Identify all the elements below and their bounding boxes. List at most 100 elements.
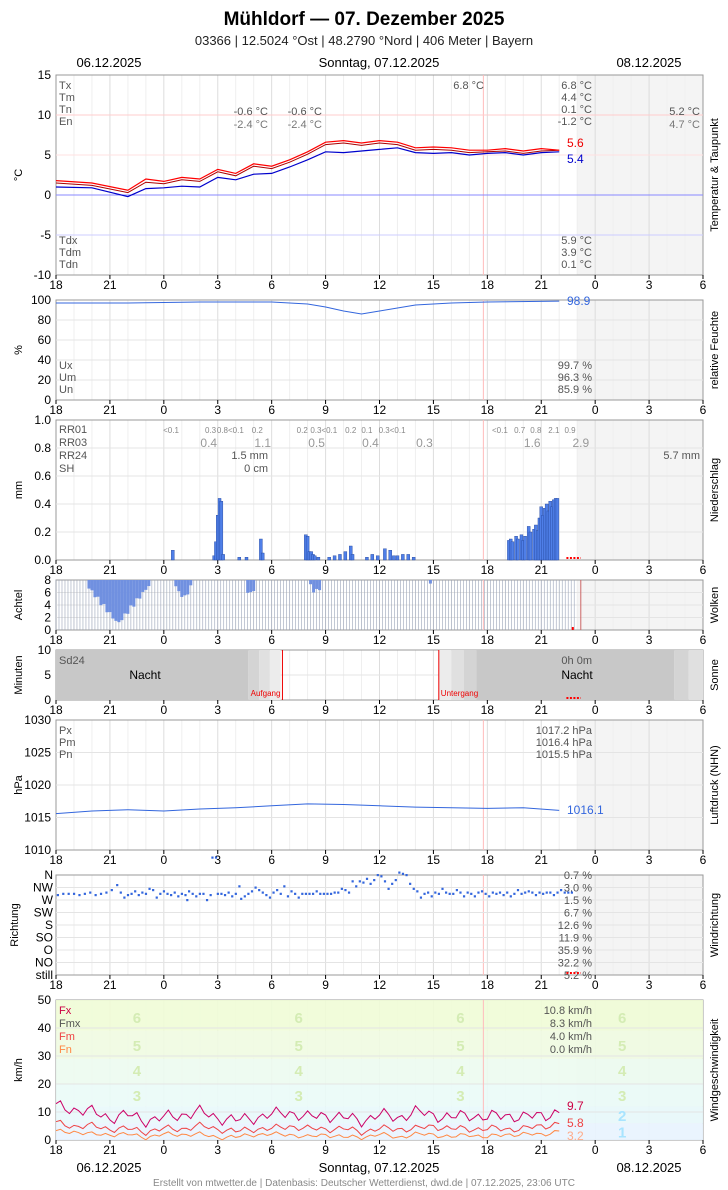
- stat-value: 1016.4 hPa: [536, 737, 593, 749]
- direction-point: [119, 891, 122, 894]
- y-tick-label: 20: [38, 1077, 52, 1091]
- date-center-bottom: Sonntag, 07.12.2025: [319, 1160, 440, 1175]
- series-tx: [55, 139, 560, 191]
- x-tick-label: 0: [160, 563, 167, 577]
- direction-point: [247, 892, 250, 895]
- direction-point: [473, 895, 476, 898]
- direction-point: [234, 892, 237, 895]
- stat-value: 99.7 %: [558, 360, 592, 372]
- rr01-label: 0.3: [205, 426, 217, 435]
- direction-point: [279, 892, 282, 895]
- stat-label: Tx: [59, 80, 72, 92]
- y-tick-label: 30: [38, 1049, 52, 1063]
- beaufort-label: 5: [618, 1038, 626, 1055]
- direction-point: [286, 895, 290, 898]
- stat-value: 1015.5 hPa: [536, 749, 593, 761]
- x-tick-label: 6: [268, 853, 275, 867]
- direction-point: [495, 892, 498, 895]
- direction-point: [459, 891, 462, 894]
- direction-point: [134, 890, 137, 893]
- x-tick-label: 0: [592, 278, 599, 292]
- stat-value: 85.9 %: [558, 384, 592, 396]
- precip-bar: [365, 557, 369, 561]
- cloud-bar: [183, 580, 187, 596]
- direction-point: [177, 895, 180, 898]
- direction-point: [542, 892, 545, 895]
- direction-point: [337, 891, 340, 894]
- direction-point: [220, 892, 223, 895]
- beaufort-label: 3: [294, 1088, 302, 1105]
- direction-point: [383, 880, 387, 883]
- y-tick-label: 80: [38, 313, 52, 327]
- beaufort-label: 3: [618, 1088, 626, 1105]
- direction-point: [412, 887, 415, 890]
- panel-side-label: Luftdruck (NHN): [709, 745, 721, 824]
- x-tick-label: 21: [535, 1143, 549, 1157]
- direction-point: [387, 887, 390, 890]
- x-tick-label: 21: [103, 703, 117, 717]
- x-tick-label: 0: [160, 978, 167, 992]
- x-tick-label: 18: [481, 633, 495, 647]
- series-pressure: [55, 803, 560, 815]
- direction-point: [227, 891, 230, 894]
- precip-bar: [305, 536, 310, 561]
- y-tick-label: 10: [38, 1105, 52, 1119]
- direction-point: [202, 892, 205, 895]
- direction-point: [180, 892, 184, 895]
- rr01-label: 0.2: [297, 426, 309, 435]
- direction-point: [67, 892, 70, 895]
- y-tick-label: 0: [44, 693, 51, 707]
- x-tick-label: 3: [214, 403, 221, 417]
- direction-point: [531, 891, 534, 894]
- rr01-label: 0.3<0.1: [310, 426, 337, 435]
- direction-point: [272, 891, 275, 894]
- direction-label: NW: [33, 881, 54, 895]
- direction-point: [455, 889, 458, 892]
- precip-bar: [401, 554, 405, 561]
- y-axis-label: Minuten: [13, 655, 25, 694]
- direction-point: [567, 891, 570, 894]
- x-tick-label: 12: [373, 703, 387, 717]
- x-tick-label: 3: [646, 403, 653, 417]
- stat-label: Fmx: [59, 1018, 81, 1030]
- direction-point: [205, 899, 209, 902]
- cloud-bar: [318, 580, 322, 591]
- stat-label: Pn: [59, 749, 72, 761]
- direction-label: O: [44, 943, 53, 957]
- stat-label: Tdx: [59, 235, 78, 247]
- direction-point: [516, 889, 520, 892]
- precip-bar: [343, 551, 348, 561]
- x-tick-label: 3: [214, 633, 221, 647]
- direction-point: [333, 891, 336, 894]
- x-tick-label: 21: [103, 1143, 117, 1157]
- x-tick-label: 12: [373, 978, 387, 992]
- x-tick-label: 0: [160, 278, 167, 292]
- direction-point: [441, 887, 444, 890]
- x-tick-label: 6: [700, 633, 707, 647]
- y-tick-label: 60: [38, 333, 52, 347]
- direction-point: [502, 894, 505, 897]
- x-tick-label: 9: [322, 978, 329, 992]
- y-tick-label: 4: [44, 598, 51, 612]
- stat-value: 5.9 °C: [561, 235, 592, 247]
- x-tick-label: 6: [700, 853, 707, 867]
- stat-label: Ux: [59, 360, 73, 372]
- y-axis-label: Achtel: [13, 590, 25, 621]
- precip-bar: [395, 555, 400, 561]
- direction-point: [72, 892, 76, 895]
- x-tick-label: 15: [427, 563, 441, 577]
- direction-point: [563, 891, 566, 894]
- station-subtitle: 03366 | 12.5024 °Ost | 48.2790 °Nord | 4…: [195, 33, 533, 48]
- direction-label: SW: [34, 906, 54, 920]
- series-humidity: [56, 300, 560, 315]
- stat-label: Um: [59, 372, 76, 384]
- direction-point: [294, 892, 297, 895]
- prev-en: -2.4 °C: [234, 119, 268, 131]
- x-tick-label: 6: [700, 703, 707, 717]
- direction-point: [355, 885, 358, 888]
- x-tick-label: 6: [268, 278, 275, 292]
- cloud-bar: [108, 580, 112, 613]
- stat-label: Fm: [59, 1031, 75, 1043]
- direction-point: [187, 890, 191, 893]
